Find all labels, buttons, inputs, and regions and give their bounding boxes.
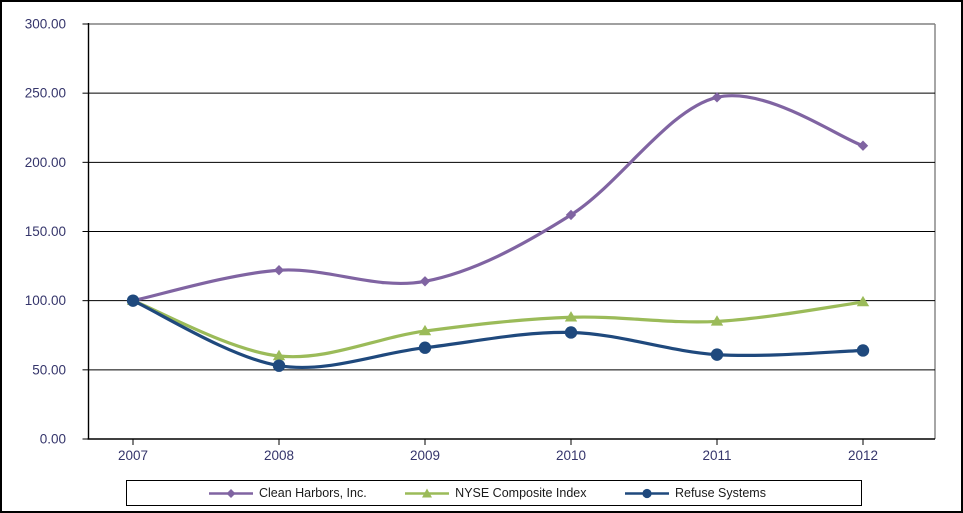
legend-triangle-line-icon bbox=[403, 487, 451, 500]
performance-line-chart: 300.00 250.00 200.00 150.00 100.00 50.00 0.00 2… bbox=[25, 17, 936, 463]
x-axis-tick-label: 2012 bbox=[848, 448, 878, 463]
legend-marker-swatch bbox=[405, 488, 450, 497]
data-point-marker-refuse-systems-2011 bbox=[710, 348, 724, 361]
chart-legend: Clean Harbors, Inc. NYSE Composite Index… bbox=[126, 480, 862, 506]
y-axis-tick-label: 300.00 bbox=[25, 17, 66, 32]
x-axis-tick-label: 2011 bbox=[702, 448, 731, 463]
data-point-marker-nyse-composite-index-2008 bbox=[272, 349, 286, 361]
data-point-marker-nyse-composite-index-2012 bbox=[856, 295, 870, 307]
data-point-marker-nyse-composite-index-2010 bbox=[564, 311, 578, 322]
legend-diamond-line-icon bbox=[207, 487, 255, 500]
series-line-refuse-systems bbox=[131, 299, 865, 370]
series-line-nyse-composite-index bbox=[131, 299, 865, 359]
data-point-marker-refuse-systems-2010 bbox=[564, 326, 578, 339]
data-point-marker-clean-harbors-inc-2011 bbox=[711, 92, 723, 103]
data-point-marker-clean-harbors-inc-2010 bbox=[565, 209, 577, 221]
data-point-marker-nyse-composite-index-2011 bbox=[710, 315, 724, 326]
legend-label: NYSE Composite Index bbox=[455, 486, 587, 500]
legend-circle-icon bbox=[642, 488, 652, 498]
legend-item-refuse-systems: Refuse Systems bbox=[623, 486, 766, 500]
x-axis-tick-label: 2007 bbox=[118, 448, 148, 463]
y-axis-tick-label: 100.00 bbox=[25, 293, 66, 308]
legend-marker-swatch bbox=[209, 488, 253, 498]
legend-item-clean-harbors: Clean Harbors, Inc. bbox=[207, 486, 367, 500]
legend-label: Refuse Systems bbox=[674, 486, 766, 500]
y-axis-tick-label: 200.00 bbox=[25, 155, 66, 170]
y-axis-tick-label: 50.00 bbox=[32, 362, 66, 377]
legend-circle-line-icon bbox=[623, 487, 671, 500]
y-axis-tick-label: 250.00 bbox=[25, 86, 66, 101]
data-point-marker-clean-harbors-inc-2008 bbox=[273, 265, 285, 276]
legend-marker-swatch bbox=[624, 488, 669, 498]
x-axis-tick-label: 2010 bbox=[556, 448, 586, 463]
legend-item-nyse-composite: NYSE Composite Index bbox=[403, 486, 586, 500]
x-axis-tick-label: 2009 bbox=[410, 448, 440, 463]
series-line-clean-harbors-inc bbox=[131, 94, 865, 303]
data-point-marker-nyse-composite-index-2009 bbox=[418, 324, 432, 336]
data-point-marker-clean-harbors-inc-2009 bbox=[419, 276, 431, 287]
data-point-marker-refuse-systems-2007 bbox=[126, 294, 140, 307]
data-point-marker-refuse-systems-2012 bbox=[856, 344, 870, 357]
legend-diamond-icon bbox=[226, 488, 236, 498]
y-axis-tick-label: 0.00 bbox=[40, 432, 66, 447]
legend-triangle-icon bbox=[422, 488, 433, 497]
data-point-marker-refuse-systems-2009 bbox=[418, 341, 432, 354]
y-axis-tick-label: 150.00 bbox=[25, 224, 66, 239]
x-axis-tick-label: 2008 bbox=[264, 448, 294, 463]
data-point-marker-refuse-systems-2008 bbox=[272, 359, 286, 372]
legend-label: Clean Harbors, Inc. bbox=[259, 486, 367, 500]
data-point-marker-clean-harbors-inc-2012 bbox=[857, 140, 869, 151]
